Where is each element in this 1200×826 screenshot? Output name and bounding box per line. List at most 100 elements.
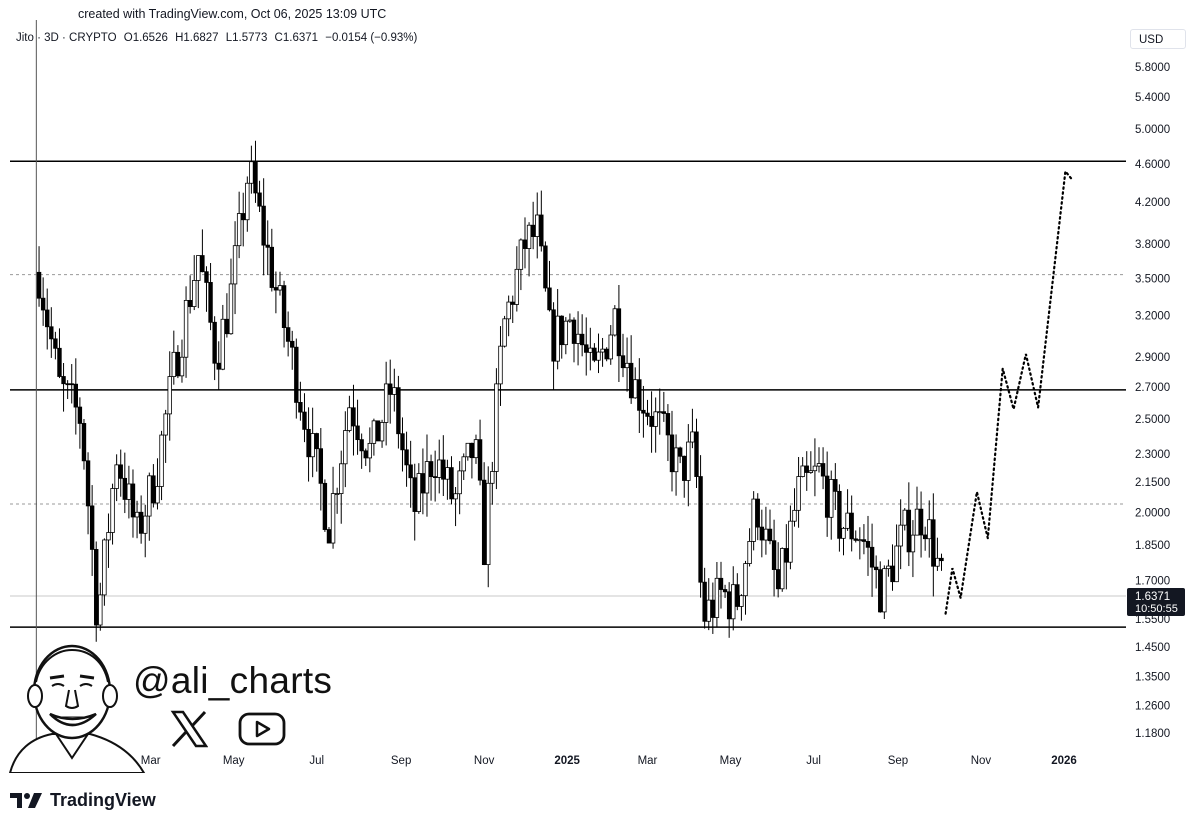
candle-up [910,534,916,553]
candle-down [718,577,724,590]
candle-up [486,482,491,566]
y-tick-label: 1.3500 [1135,672,1170,684]
candle-up [330,493,336,544]
candle-up [424,461,430,494]
candle-down [187,299,193,307]
candle-up [367,442,373,459]
y-tick-label: 5.8000 [1135,62,1170,74]
candle-up [249,161,254,184]
x-tick-label: Mar [141,755,161,767]
candle-up [816,463,822,467]
y-tick-label: 1.4500 [1135,642,1170,654]
candle-down [61,376,66,385]
candle-down [355,425,360,441]
candle-down [616,308,622,357]
y-tick-label: 1.5500 [1135,614,1170,626]
candle-up [277,285,283,291]
candle-down [661,411,667,414]
candle-down [824,475,830,518]
price-axis-bg [1126,20,1200,770]
candle-down [449,467,454,500]
candle-up [829,479,834,518]
candle-up [192,280,197,307]
candle-down [820,463,826,477]
x-tick-label: May [223,755,245,767]
candle-up [927,519,932,540]
candle-down [36,271,42,299]
candle-down [922,534,928,540]
candle-down [40,297,46,311]
time-axis: 2024MarMayJulSepNov2025MarMayJulSepNov20… [56,755,1077,767]
candle-up [792,509,797,522]
candle-up [232,245,238,285]
candle-down [318,448,324,484]
candle-up [343,430,348,465]
candle-up [514,268,520,305]
symbol-name[interactable]: Jito · 3D · CRYPTO [16,32,117,44]
candle-up [624,362,630,369]
candle-up [857,539,863,542]
candle-down [849,512,854,540]
x-tick-label: Nov [474,755,495,767]
candle-up [437,459,442,478]
avatar [8,644,146,773]
candle-up [445,467,450,480]
candle-down [579,333,585,346]
candle-up [236,213,242,247]
candle-up [310,433,315,458]
candle-down [804,465,809,473]
candle-down [551,309,556,362]
last-price-value: 1.6371 [1135,591,1170,603]
candle-down [853,538,858,541]
x-logo-icon[interactable] [170,710,208,748]
currency-selector[interactable]: USD [1130,29,1186,49]
candle-up [383,383,389,423]
candle-up [714,577,720,618]
candle-up [502,318,507,347]
candle-up [780,548,785,590]
candle-down [298,402,303,413]
candle-down [469,442,475,459]
candle-down [432,476,438,479]
candle-up [334,493,340,495]
candle-up [898,524,903,547]
candle-down [175,351,181,377]
brand-name: TradingView [50,789,156,810]
candle-down [265,244,270,248]
candle-up [102,539,107,596]
x-tick-label: Jul [309,755,324,767]
candle-down [873,566,879,571]
candle-down [151,475,156,504]
candle-up [371,420,377,444]
candle-down [408,464,413,479]
candle-down [81,423,87,462]
candle-up [453,493,458,500]
candle-down [682,455,687,481]
candle-up [935,557,940,567]
candle-down [212,321,217,364]
tradingview-brand[interactable]: TradingView [10,787,156,813]
candle-down [861,539,867,542]
chart-credit: created with TradingView.com, Oct 06, 20… [78,7,387,21]
y-tick-label: 1.7000 [1135,575,1170,587]
candle-down [645,412,650,417]
candle-up [110,488,115,533]
candle-down [931,519,936,567]
y-tick-label: 1.8500 [1135,540,1170,552]
candle-up [600,348,605,353]
y-tick-label: 2.9000 [1135,352,1170,364]
candle-down [477,439,483,481]
candle-up [473,439,479,459]
candle-up [673,447,679,473]
candle-down [216,362,221,370]
candle-down [441,459,446,480]
candle-down [694,431,699,477]
candle-down [130,483,136,518]
candle-up [763,528,769,541]
candle-up [461,456,466,472]
projection-line [944,168,1074,615]
y-tick-label: 2.0000 [1135,507,1170,519]
candle-down [77,406,83,424]
youtube-play-icon[interactable] [238,711,286,747]
